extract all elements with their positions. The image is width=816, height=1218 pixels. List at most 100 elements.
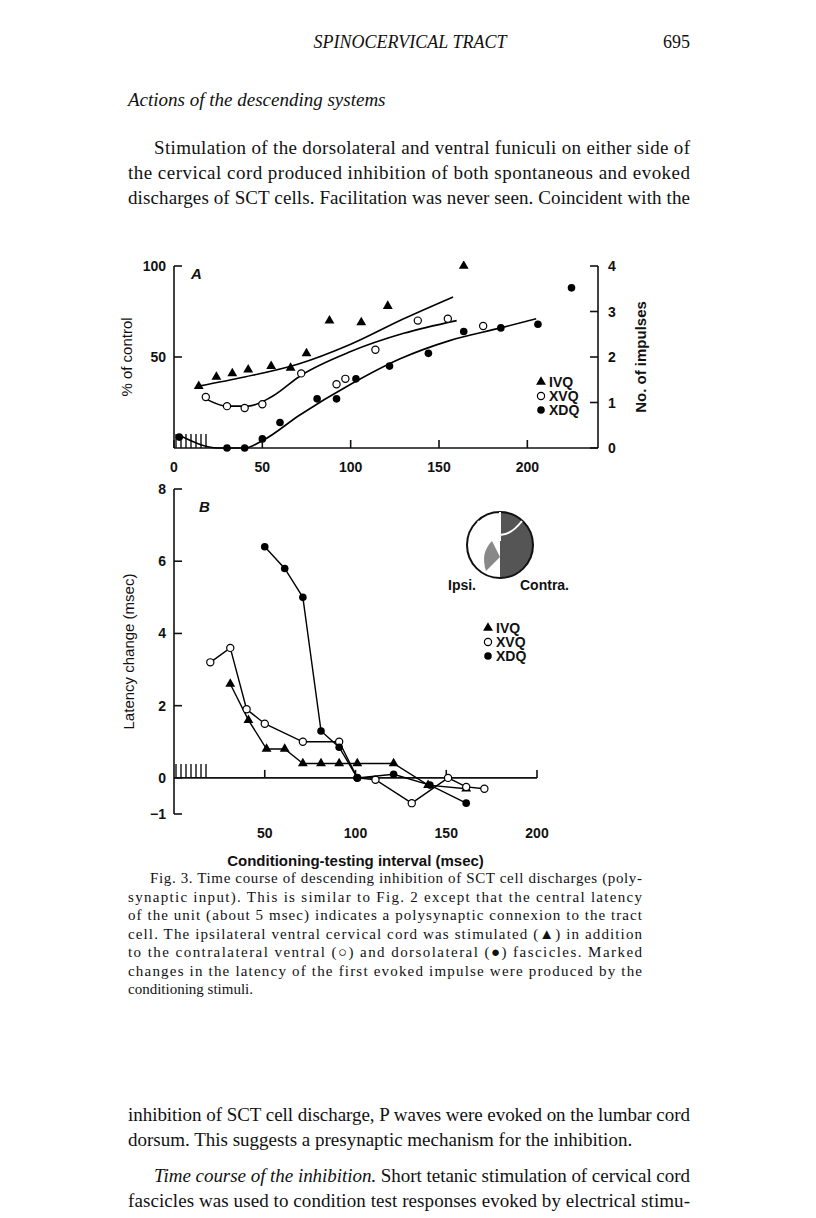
marker — [243, 364, 253, 373]
marker — [408, 800, 415, 807]
y2-tick-label: 4 — [608, 258, 616, 274]
caption-line: Fig. 3. Time course of descending inhibi… — [150, 870, 642, 887]
y-tick — [174, 265, 182, 267]
marker — [460, 328, 468, 336]
legend-marker — [537, 392, 544, 399]
y2-tick-label: 1 — [608, 395, 616, 411]
marker — [386, 362, 394, 370]
marker — [334, 758, 344, 767]
x-axis-title: Conditioning-testing interval (msec) — [227, 852, 484, 869]
marker — [497, 324, 505, 332]
marker — [426, 781, 434, 789]
y-tick-label: 4 — [158, 625, 166, 641]
marker — [444, 315, 451, 322]
marker — [225, 678, 235, 687]
marker — [333, 395, 341, 403]
marker — [316, 758, 326, 767]
marker — [241, 444, 249, 452]
y2-tick — [590, 402, 598, 404]
chart: −102468Latency change (msec)50100150200C… — [120, 481, 569, 869]
caption-line: of the unit (about 5 msec) indicates a p… — [128, 907, 643, 924]
y-axis-title: Latency change (msec) — [120, 574, 137, 730]
marker — [241, 404, 248, 411]
legend-marker — [536, 376, 546, 385]
stimulus-bar — [185, 764, 186, 778]
x-tick — [536, 770, 538, 778]
plot-area — [207, 543, 488, 807]
body-line: Time course of the inhibition. Short tet… — [154, 1165, 691, 1186]
stimulus-train — [176, 764, 206, 778]
marker — [333, 381, 340, 388]
marker — [372, 346, 379, 353]
x-tick-label: 0 — [170, 459, 178, 475]
marker — [352, 375, 360, 383]
panel-label: B — [199, 498, 210, 515]
fit-curve — [199, 297, 453, 386]
stimulus-bar — [190, 764, 191, 778]
body-line: fascicles was used to condition test res… — [128, 1190, 690, 1211]
stimulus-bar — [180, 764, 181, 778]
marker — [280, 743, 290, 752]
marker — [461, 783, 471, 792]
marker — [299, 738, 306, 745]
panel-label: A — [190, 265, 202, 282]
x-tick-label: 150 — [427, 459, 451, 475]
x-tick-label: 200 — [516, 459, 540, 475]
legend-marker — [484, 652, 492, 660]
plot-area — [176, 261, 576, 452]
marker — [444, 774, 451, 781]
marker — [281, 565, 289, 573]
marker — [259, 435, 267, 443]
marker — [317, 727, 325, 735]
series-line — [230, 684, 466, 789]
y-axis-line — [173, 489, 175, 814]
marker — [243, 706, 250, 713]
body-line: Stimulation of the dorsolateral and vent… — [154, 137, 691, 158]
series-line — [210, 648, 484, 803]
marker — [211, 371, 221, 380]
marker — [207, 659, 214, 666]
marker — [298, 370, 305, 377]
x-tick-label: 200 — [525, 825, 549, 841]
caption-line: conditioning stimuli. — [128, 981, 253, 997]
y-tick-label: 6 — [158, 553, 166, 569]
legend: IVQXVQXDQ — [483, 620, 526, 664]
legend-marker — [484, 638, 491, 645]
stimulus-bar — [195, 434, 196, 448]
annotation: Contra. — [520, 577, 569, 593]
marker — [335, 743, 343, 751]
y2-tick-label: 3 — [608, 304, 616, 320]
y2-tick — [590, 265, 598, 267]
marker — [481, 785, 488, 792]
y-tick-label: 100 — [143, 258, 167, 274]
marker — [286, 362, 296, 371]
marker — [299, 594, 307, 602]
chart: 50100% of control01234No. of impulses050… — [118, 258, 649, 475]
cord-outline — [467, 512, 533, 578]
marker — [459, 261, 469, 269]
y-tick-label: 0 — [158, 770, 166, 786]
x-tick-label: 50 — [255, 459, 271, 475]
stimulus-bar — [185, 434, 186, 448]
marker — [276, 419, 284, 427]
y-axis-title: % of control — [118, 317, 135, 396]
y-tick-label: −1 — [150, 806, 166, 822]
marker — [352, 758, 362, 767]
caption-line: cell. The ipsilateral ventral cervical c… — [128, 926, 643, 943]
x-tick — [350, 440, 352, 448]
caption-line: to the contralateral ventral (○) and dor… — [128, 944, 643, 961]
caption-line: changes in the latency of the first evok… — [128, 963, 642, 979]
marker — [480, 322, 487, 329]
marker — [534, 320, 542, 328]
section-heading: Actions of the descending systems — [126, 89, 386, 110]
y-tick-label: 2 — [158, 698, 166, 714]
stimulus-bar — [200, 764, 201, 778]
marker — [176, 433, 184, 441]
body-line: dorsum. This suggests a presynaptic mech… — [128, 1129, 632, 1150]
legend-label: XDQ — [496, 648, 526, 664]
marker — [302, 348, 312, 357]
legend-label: XDQ — [549, 402, 579, 418]
marker — [223, 403, 230, 410]
y2-tick — [590, 356, 598, 358]
stimulus-bar — [195, 764, 196, 778]
